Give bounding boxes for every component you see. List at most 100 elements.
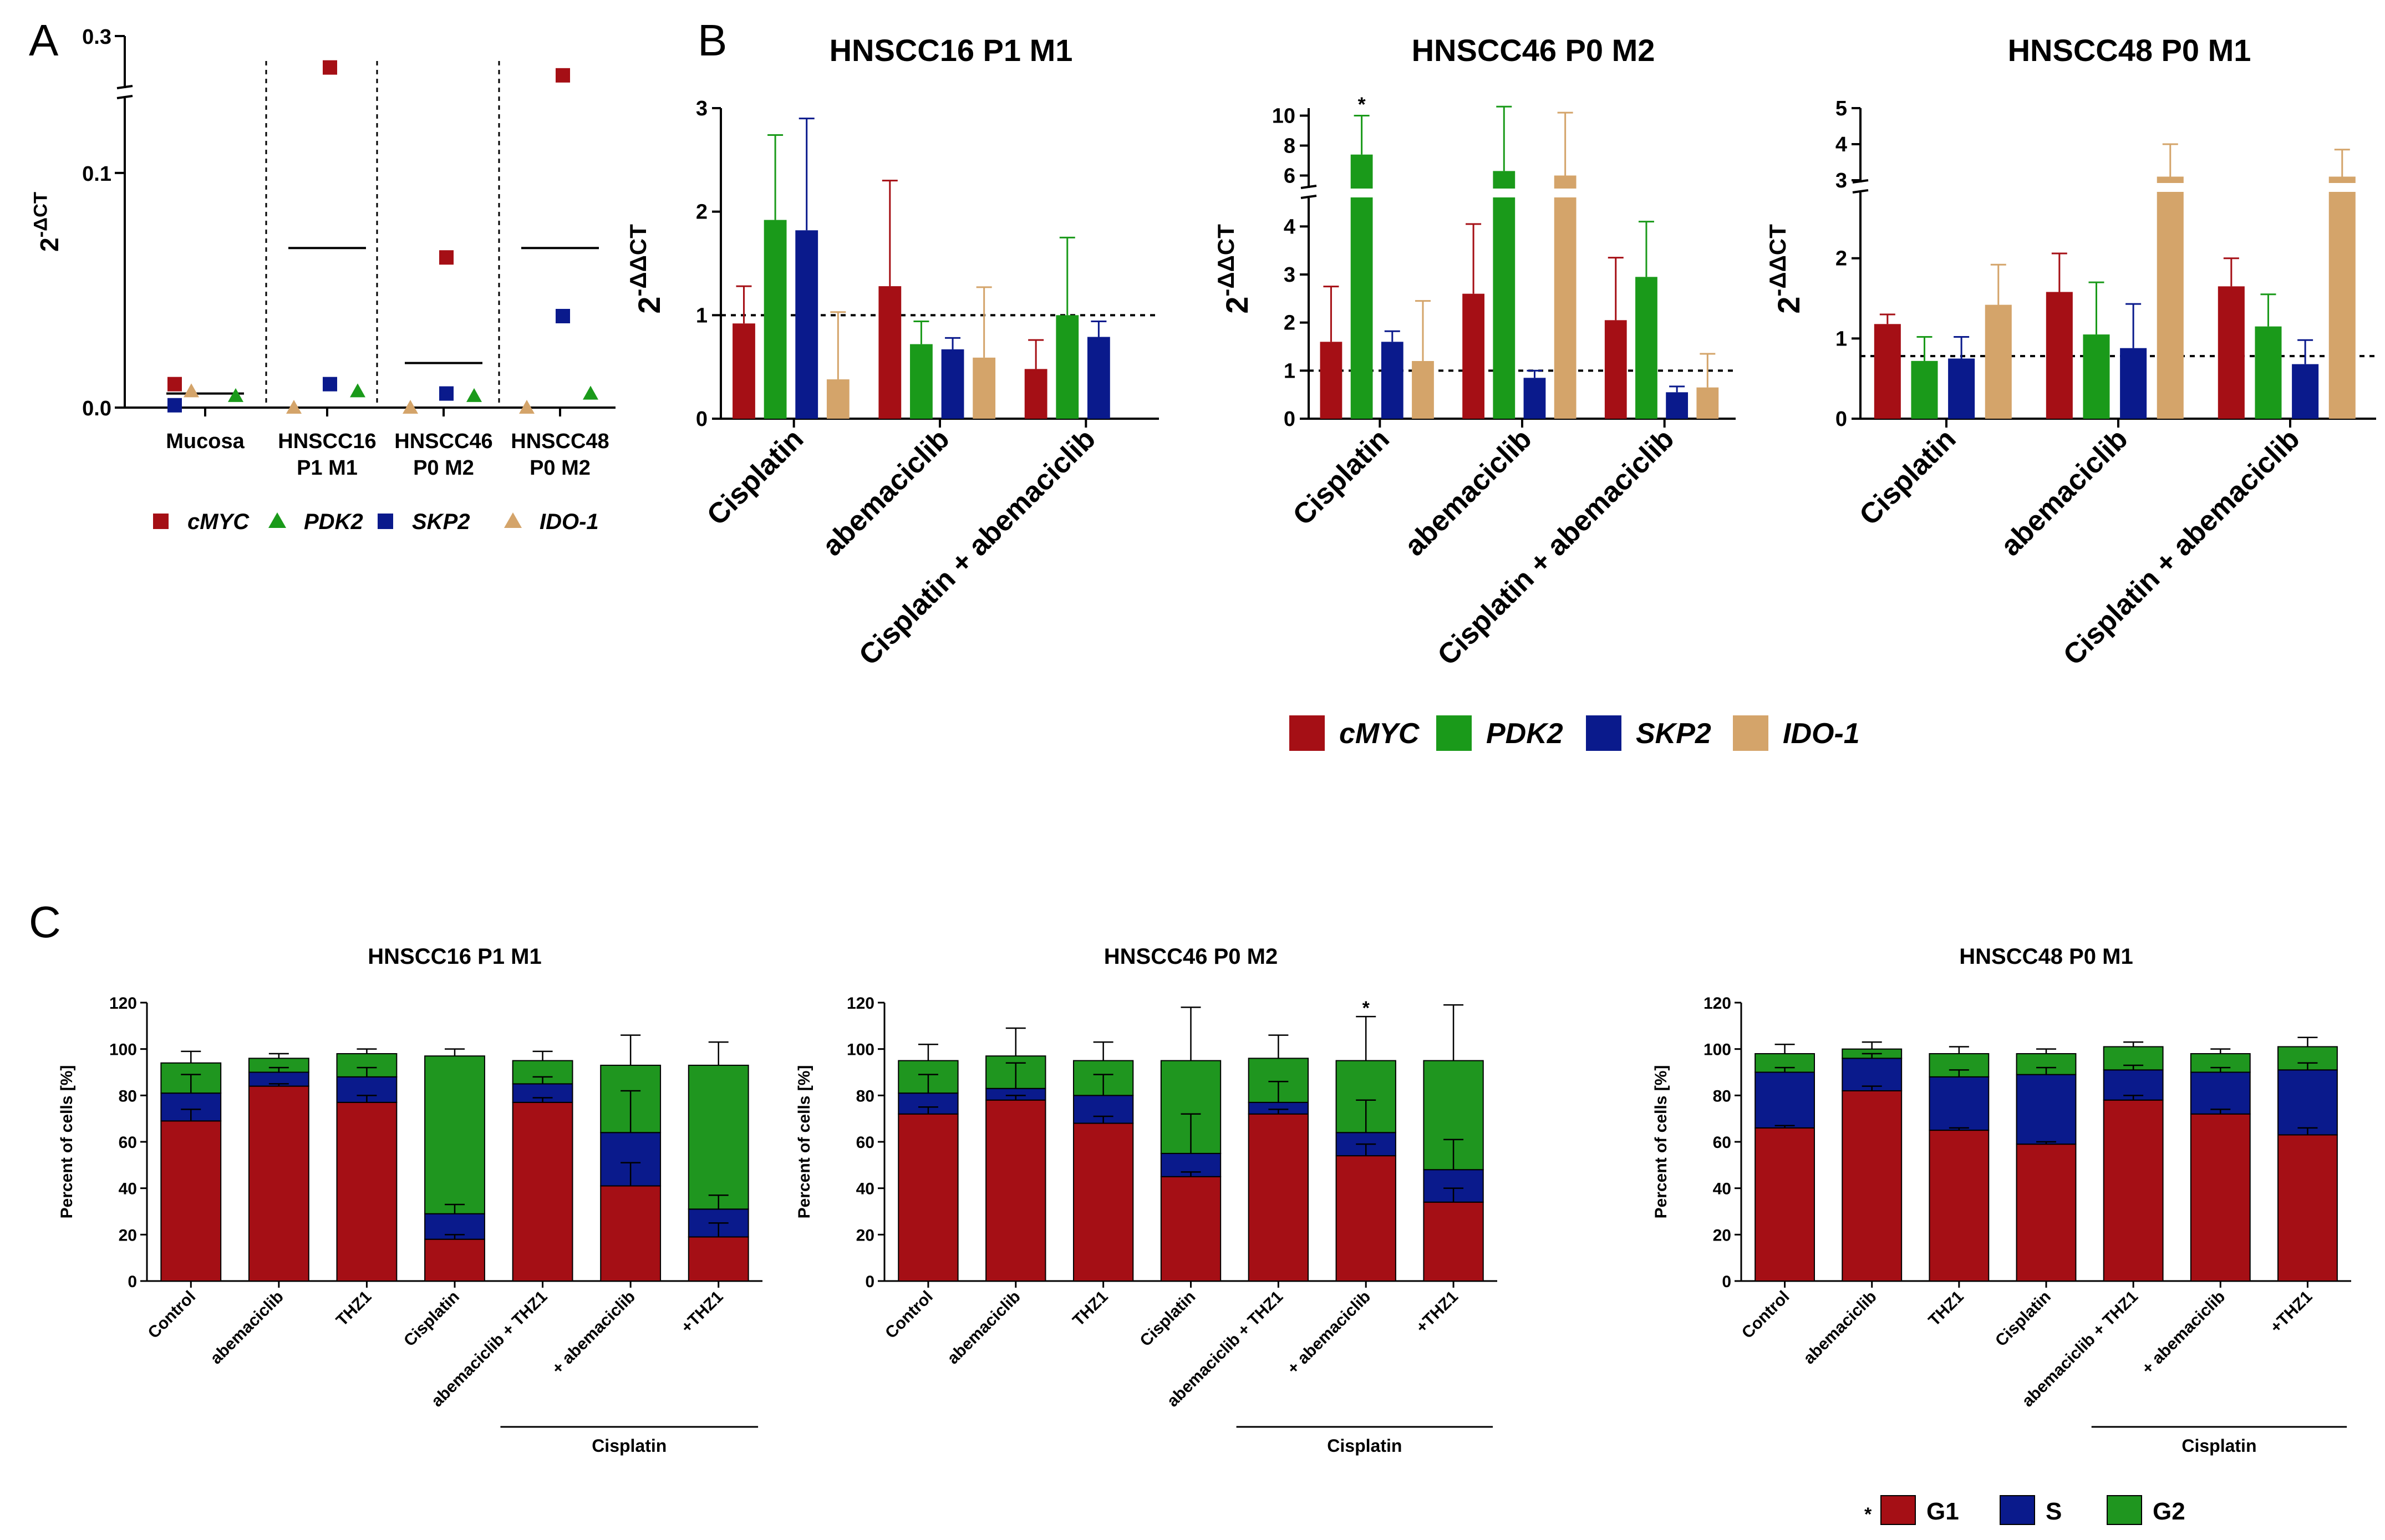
b-bar-cmyc [2046,292,2073,419]
b-bar-cmyc [1874,324,1901,419]
b-y-tick-label: 4 [1835,133,1847,156]
a-y-tick-label: 0.3 [82,26,111,49]
legend-b-label-skp2: SKP2 [1636,718,1711,750]
a-point-skp2 [556,309,570,323]
c-y-tick-label: 20 [119,1226,137,1244]
legend-b-swatch-pdk2 [1436,715,1472,751]
c-y-tick-label: 100 [1703,1041,1731,1059]
c-y-tick-label: 40 [1713,1180,1731,1198]
c-y-tick-label: 40 [856,1180,874,1198]
c-y-tick-label: 0 [865,1273,874,1291]
legend-c: * G1 S G2 [1864,1495,2185,1525]
a-x-tick-label: HNSCC16 [278,430,376,453]
b-axis-break-bottom [1300,195,1317,199]
panel-letter-c: C [29,897,61,947]
b-y-tick-label: 6 [1284,165,1295,188]
a-point-pdk2 [583,385,598,400]
c-bar-segment-g1 [248,1085,309,1282]
b-bar-cmyc [2218,286,2245,419]
b-bar-ido-1 [2328,176,2356,419]
legend-b-label-ido-1: IDO-1 [1783,718,1860,750]
c-y-tick-label: 80 [1713,1087,1731,1105]
b-bar-pdk2 [1056,315,1079,419]
c-y-tick-label: 120 [1703,994,1731,1013]
b-y-tick-label: 2 [1284,312,1295,335]
b-y-tick-label: 3 [1835,169,1847,192]
c-bar-segment-s [2190,1071,2251,1115]
a-x-tick-label: P0 M2 [413,456,474,480]
b-bar-break [2155,183,2185,192]
c-bar-segment-g1 [2190,1113,2251,1282]
b-bar-cmyc [1024,369,1047,419]
c-bar-segment-g1 [898,1113,959,1282]
c-bar-segment-g1 [2103,1099,2164,1282]
c-title: HNSCC48 P0 M1 [1959,944,2133,969]
a-y-tick-label: 0.0 [82,397,111,420]
c-bar-segment-g1 [2277,1134,2338,1282]
a-point-skp2 [167,398,182,413]
c-y-tick-label: 100 [847,1041,874,1059]
a-x-tick-label: P1 M1 [297,456,358,480]
a-point-cmyc [167,377,182,392]
a-point-pdk2 [466,388,482,402]
b-bar-ido-1 [1554,175,1577,419]
b-title: HNSCC46 P0 M2 [1412,33,1655,68]
b-y-tick-label: 2 [696,201,708,224]
b-y-tick-label: 0 [1284,408,1295,431]
b-bar-ido-1 [1985,304,2012,419]
b-axis-break-bottom [1852,189,1869,194]
c-title: HNSCC16 P1 M1 [368,944,541,969]
b-bar-skp2 [1948,358,1975,419]
b-y-tick-label: 1 [1835,327,1847,350]
b-y-axis-label: 2-ΔΔCT [625,224,667,314]
c-y-tick-label: 0 [1722,1273,1731,1291]
legend-a-label-skp2: SKP2 [412,510,470,534]
c-y-tick-label: 60 [119,1134,137,1152]
legend-b-label-pdk2: PDK2 [1486,718,1563,750]
b-axis-break-top [1300,185,1317,189]
c-bar-segment-g1 [600,1185,662,1282]
b-y-tick-label: 0 [1835,408,1847,431]
c-bar-segment-g1 [424,1238,485,1282]
b-bar-skp2 [2292,364,2319,419]
b-bar-pdk2 [2083,334,2110,419]
legend-a-marker-skp2 [378,514,393,529]
b-bar-cmyc [878,286,902,419]
c-bar-segment-g2 [688,1064,749,1210]
b-bar-cmyc [1462,293,1484,419]
c-significance-marker: * [1362,998,1370,1019]
a-point-cmyc [556,68,570,83]
b-y-tick-label: 8 [1284,135,1295,158]
b-bar-skp2 [1381,342,1403,419]
b-bar-pdk2 [1493,171,1516,419]
a-point-skp2 [323,377,337,392]
c-bar-segment-g1 [1335,1155,1396,1282]
b-y-axis-label: 2-ΔΔCT [1764,224,1806,314]
c-bar-segment-s [1929,1076,1990,1131]
legend-b-swatch-cmyc [1289,715,1325,751]
b-bar-cmyc [1320,342,1342,419]
c-bar-segment-s [2277,1069,2338,1136]
c-y-axis-label: Percent of cells [%] [795,1065,813,1219]
b-bar-skp2 [1523,378,1546,419]
b-significance-marker: * [1358,93,1366,116]
a-point-skp2 [439,386,454,401]
b-y-tick-label: 1 [696,304,708,327]
a-point-ido-1 [519,400,535,414]
legend-c-swatch-g1 [1880,1495,1916,1525]
c-bar-segment-s [336,1076,398,1103]
chart-c-hnscc48: HNSCC48 P0 M1 0 20 40 60 80 100 120 Percent of c… [1652,944,2351,1456]
legend-c-swatch-g2 [2107,1495,2142,1525]
c-bar-segment-s [1755,1071,1815,1129]
b-bar-break [1349,189,1374,197]
c-y-tick-label: 80 [856,1087,874,1105]
c-y-tick-label: 20 [856,1226,874,1244]
b-y-axis-label: 2-ΔΔCT [1213,224,1254,314]
b-y-tick-label: 3 [696,97,708,120]
chart-a-scatter: 0.0 0.1 0.3 2-ΔCT Mucosa HNSCC16 P1 M1 HNSCC46 P… [30,26,616,480]
legend-a-label-pdk2: PDK2 [304,510,363,534]
legend-a: cMYC PDK2 SKP2 IDO-1 [153,510,599,534]
b-bar-cmyc [1604,320,1627,419]
legend-a-label-ido-1: IDO-1 [540,510,599,534]
a-point-pdk2 [350,383,365,398]
